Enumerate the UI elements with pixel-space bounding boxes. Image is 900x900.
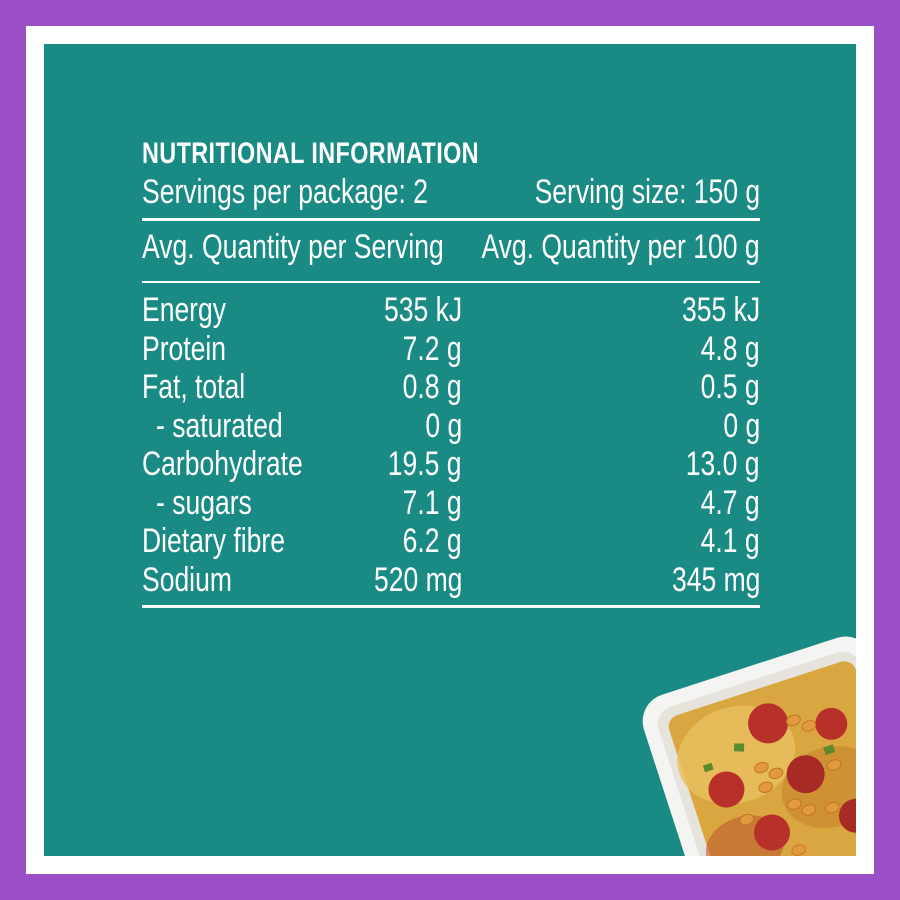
value-per-100g: 345 mg xyxy=(671,560,760,599)
serving-size: Serving size: 150 g xyxy=(534,173,760,211)
nutrient-row-dietary-fibre: Dietary fibre 6.2 g 4.1 g xyxy=(142,522,760,561)
header-per-serving: Avg. Quantity per Serving xyxy=(142,228,444,266)
value-per-serving: 6.2 g xyxy=(403,522,462,560)
value-per-100g: 4.1 g xyxy=(701,522,760,560)
nutrient-label: - sugars xyxy=(156,483,252,522)
divider-top xyxy=(142,218,760,221)
value-per-100g: 355 kJ xyxy=(681,291,760,329)
nutrient-row-sugars: - sugars 7.1 g 4.7 g xyxy=(142,484,760,523)
value-per-100g: 4.7 g xyxy=(701,483,760,522)
nutrient-row-protein: Protein 7.2 g 4.8 g xyxy=(142,330,760,369)
nutrient-label: - saturated xyxy=(156,406,283,445)
nutrient-label: Fat, total xyxy=(142,368,246,406)
nutrient-rows: Energy 535 kJ 355 kJ Protein 7.2 g 4.8 g… xyxy=(142,283,760,605)
nutrient-row-sodium: Sodium 520 mg 345 mg xyxy=(142,561,760,600)
value-per-serving: 0 g xyxy=(425,406,462,445)
value-per-100g: 0.5 g xyxy=(701,368,760,406)
servings-row: Servings per package: 2 Serving size: 15… xyxy=(142,172,760,212)
servings-per-package: Servings per package: 2 xyxy=(142,173,429,211)
nutrient-row-energy: Energy 535 kJ 355 kJ xyxy=(142,291,760,330)
value-per-serving: 7.2 g xyxy=(403,329,462,368)
value-per-100g: 0 g xyxy=(723,406,760,445)
nutrient-row-carbohydrate: Carbohydrate 19.5 g 13.0 g xyxy=(142,445,760,484)
value-per-100g: 4.8 g xyxy=(701,329,760,368)
value-per-serving: 7.1 g xyxy=(403,483,462,522)
panel-title: NUTRITIONAL INFORMATION xyxy=(142,137,479,170)
divider-header xyxy=(142,281,760,283)
nutrient-label: Dietary fibre xyxy=(142,522,285,560)
nutrient-row-fat-total: Fat, total 0.8 g 0.5 g xyxy=(142,368,760,407)
nutrient-label: Carbohydrate xyxy=(142,445,303,483)
divider-bottom xyxy=(142,605,760,608)
nutrient-row-saturated: - saturated 0 g 0 g xyxy=(142,407,760,446)
nutrition-information-panel: NUTRITIONAL INFORMATION Servings per pac… xyxy=(142,136,760,608)
value-per-serving: 19.5 g xyxy=(388,445,462,483)
nutrient-label: Sodium xyxy=(142,560,232,599)
column-headers: Avg. Quantity per Serving Avg. Quantity … xyxy=(142,221,760,281)
value-per-100g: 13.0 g xyxy=(686,445,760,483)
nutrient-label: Energy xyxy=(142,291,227,329)
value-per-serving: 535 kJ xyxy=(383,291,462,329)
value-per-serving: 0.8 g xyxy=(403,368,462,406)
teal-panel: NUTRITIONAL INFORMATION Servings per pac… xyxy=(44,44,856,856)
header-per-100g: Avg. Quantity per 100 g xyxy=(481,228,760,266)
food-dish-image xyxy=(642,636,856,856)
nutrient-label: Protein xyxy=(142,329,227,368)
value-per-serving: 520 mg xyxy=(373,560,462,599)
